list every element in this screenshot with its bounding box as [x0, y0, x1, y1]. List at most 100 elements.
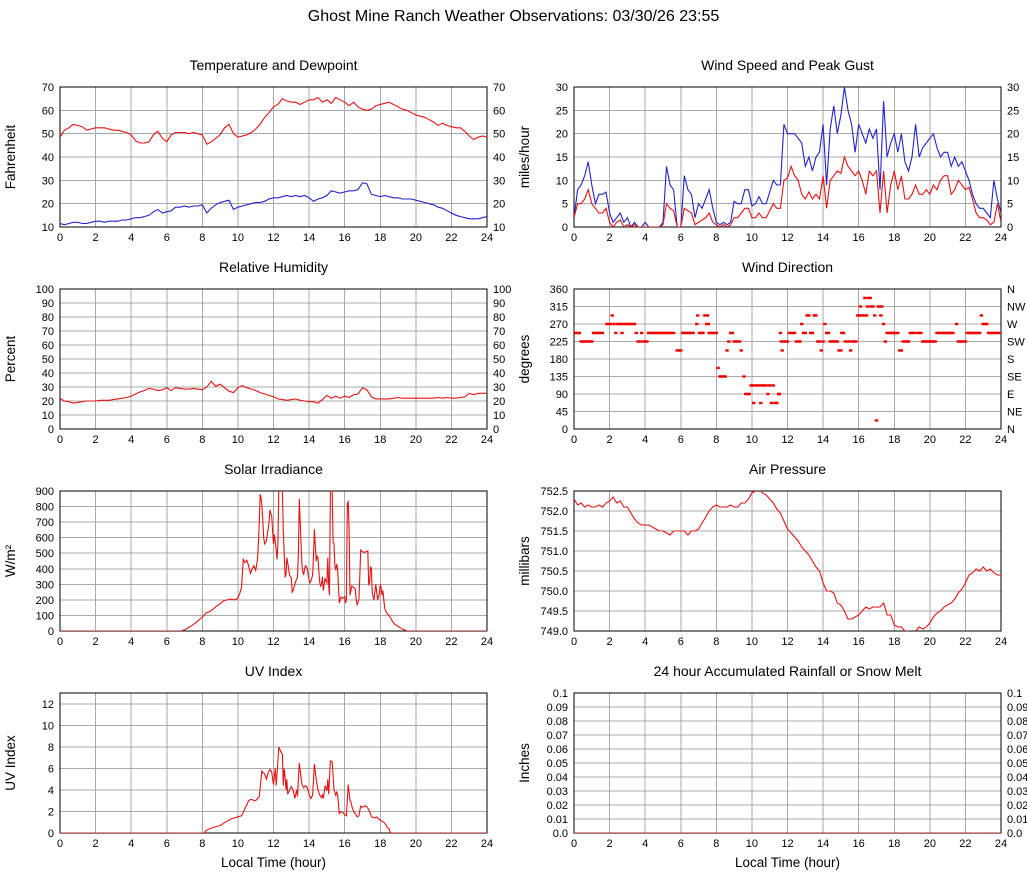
x-tick-label: 20	[410, 636, 422, 648]
x-tick-label: 12	[781, 434, 793, 446]
series-solar-irradiance	[60, 491, 487, 631]
x-tick-label: 24	[481, 434, 493, 446]
x-tick-label: 22	[959, 636, 971, 648]
y-tick-label: 10	[42, 222, 54, 234]
x-tick-label: 6	[678, 434, 684, 446]
plot-frame	[59, 288, 488, 430]
y-right-tick-label: 0.0	[1007, 828, 1022, 840]
x-tick-label: 24	[481, 838, 493, 850]
x-tick-label: 4	[128, 636, 134, 648]
x-tick-label: 0	[571, 636, 577, 648]
y-right-tick-label: 20	[1007, 129, 1019, 141]
x-tick-label: 12	[781, 838, 793, 850]
x-tick-label: 6	[164, 232, 170, 244]
solar-irradiance-ylabel: W/m²	[3, 544, 18, 577]
y-right-tick-label: 10	[493, 222, 505, 234]
x-tick-label: 16	[853, 636, 865, 648]
x-tick-label: 4	[128, 434, 134, 446]
y-right-tick-label: 0	[1007, 222, 1013, 234]
x-tick-label: 4	[642, 838, 648, 850]
relative-humidity-title: Relative Humidity	[219, 259, 328, 275]
y-right-tick-label: 30	[493, 175, 505, 187]
y-tick-label: 0.07	[547, 730, 568, 742]
x-tick-label: 22	[445, 232, 457, 244]
y-tick-label: 225	[550, 337, 568, 349]
gridlines	[60, 289, 487, 429]
y-right-tick-label: N	[1007, 424, 1015, 436]
x-tick-label: 12	[267, 434, 279, 446]
series-temperature	[60, 96, 487, 145]
y-right-tick-label: N	[1007, 284, 1015, 296]
y-tick-label: 90	[556, 389, 568, 401]
x-tick-label: 8	[199, 434, 205, 446]
y-right-tick-label: SW	[1007, 337, 1025, 349]
x-tick-label: 18	[888, 636, 900, 648]
x-tick-label: 18	[374, 636, 386, 648]
x-tick-label: 10	[746, 232, 758, 244]
y-tick-label: 4	[48, 785, 54, 797]
y-right-tick-label: S	[1007, 354, 1014, 366]
x-tick-label: 0	[57, 434, 63, 446]
plot-frame	[59, 490, 488, 632]
page-title: Ghost Mine Ranch Weather Observations: 0…	[307, 8, 720, 25]
y-tick-label: 5	[562, 199, 568, 211]
uv-index-xlabel: Local Time (hour)	[221, 855, 326, 870]
x-tick-label: 2	[93, 232, 99, 244]
y-right-tick-label: 30	[1007, 82, 1019, 94]
y-tick-label: 500	[36, 548, 54, 560]
y-tick-label: 270	[550, 319, 568, 331]
y-right-tick-label: 0.04	[1007, 772, 1027, 784]
y-right-tick-label: 0.01	[1007, 814, 1027, 826]
y-tick-label: 135	[550, 372, 568, 384]
y-right-tick-label: 10	[493, 410, 505, 422]
gridlines	[574, 289, 1001, 429]
x-tick-label: 18	[888, 232, 900, 244]
y-right-tick-label: 50	[493, 129, 505, 141]
x-tick-label: 0	[571, 232, 577, 244]
y-tick-label: 0.09	[547, 702, 568, 714]
x-tick-label: 14	[817, 838, 829, 850]
y-right-tick-label: 10	[1007, 175, 1019, 187]
chart-wind-speed-and-peak-gust: Wind Speed and Peak Gust 0 2 4 6 8 10 12 14 16 18 2…	[514, 46, 1027, 248]
plot-frame	[573, 288, 1002, 430]
air-pressure-title: Air Pressure	[749, 461, 826, 477]
y-tick-label: 0	[562, 222, 568, 234]
chart-air-pressure: Air Pressure 0 2 4 6 8 10 12 14 16 18 20 22 24 749.0 74…	[514, 450, 1027, 652]
x-tick-label: 2	[607, 434, 613, 446]
y-right-tick-label: 80	[493, 312, 505, 324]
y-tick-label: 360	[550, 284, 568, 296]
x-tick-label: 22	[445, 838, 457, 850]
series-wind-direction	[574, 296, 1001, 422]
y-right-tick-label: 25	[1007, 105, 1019, 117]
y-right-tick-label: 70	[493, 326, 505, 338]
y-tick-label: 20	[42, 199, 54, 211]
x-tick-label: 20	[924, 636, 936, 648]
x-tick-label: 20	[410, 232, 422, 244]
y-right-tick-label: W	[1007, 319, 1018, 331]
x-tick-label: 10	[232, 838, 244, 850]
rainfall-plot: 24 hour Accumulated Rainfall or Snow Mel…	[517, 663, 1027, 870]
x-tick-label: 0	[57, 232, 63, 244]
x-tick-label: 22	[445, 636, 457, 648]
x-tick-label: 18	[374, 838, 386, 850]
y-tick-label: 0.06	[547, 744, 568, 756]
y-tick-label: 750.5	[540, 566, 568, 578]
y-right-tick-label: 0.06	[1007, 744, 1027, 756]
gridlines	[574, 491, 1001, 631]
y-right-tick-label: 0.02	[1007, 800, 1027, 812]
x-tick-label: 10	[232, 636, 244, 648]
y-tick-label: 0	[48, 828, 54, 840]
x-tick-label: 16	[853, 838, 865, 850]
x-tick-label: 22	[959, 232, 971, 244]
y-right-tick-label: 20	[493, 199, 505, 211]
y-tick-label: 800	[36, 502, 54, 514]
y-tick-label: 50	[42, 129, 54, 141]
y-tick-label: 80	[42, 312, 54, 324]
y-tick-label: 751.0	[540, 546, 568, 558]
y-tick-label: 0.05	[547, 758, 568, 770]
y-right-tick-label: 0	[493, 424, 499, 436]
temperature-dewpoint-title: Temperature and Dewpoint	[189, 57, 357, 73]
rainfall-title: 24 hour Accumulated Rainfall or Snow Mel…	[654, 663, 922, 679]
y-tick-label: 70	[42, 82, 54, 94]
